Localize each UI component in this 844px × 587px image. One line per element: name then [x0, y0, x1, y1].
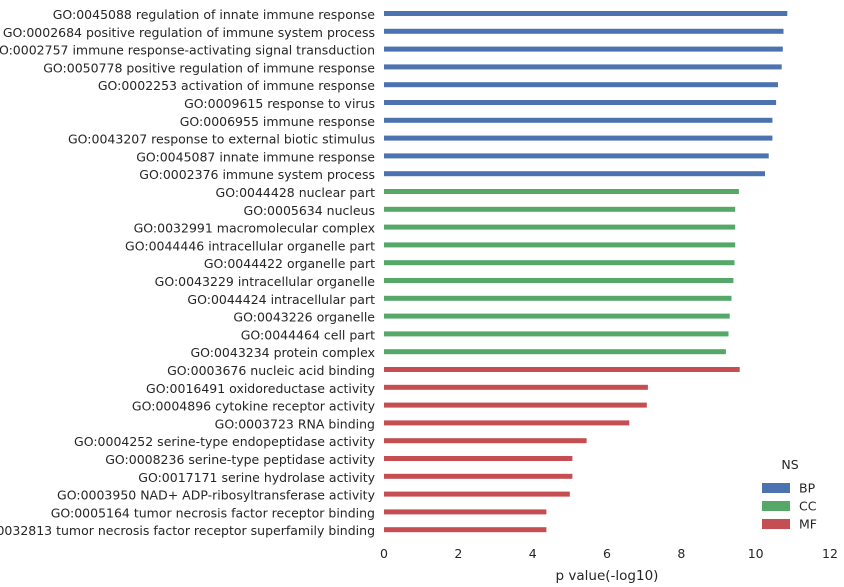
category-labels: GO:0045088 regulation of innate immune r…	[0, 7, 376, 538]
category-label: GO:0003676 nucleic acid binding	[167, 363, 375, 378]
category-label: GO:0004896 cytokine receptor activity	[132, 399, 376, 414]
x-axis-ticks: 0 2 4 6 8 10 12	[380, 546, 838, 561]
bar	[384, 313, 730, 319]
x-tick-label: 4	[529, 546, 537, 561]
legend-entry-label: BP	[799, 481, 816, 496]
bar	[384, 100, 777, 105]
bar	[384, 509, 547, 515]
category-label: GO:0006955 immune response	[180, 114, 376, 129]
legend-swatch	[762, 483, 790, 493]
bar	[384, 527, 547, 533]
category-label: GO:0050778 positive regulation of immune…	[43, 60, 375, 75]
category-label: GO:0032813 tumor necrosis factor recepto…	[0, 523, 375, 538]
bar	[384, 206, 736, 212]
category-label: GO:0003950 NAD+ ADP-ribosyltransferase a…	[57, 488, 376, 503]
category-label: GO:0045088 regulation of innate immune r…	[53, 7, 376, 22]
bar	[384, 11, 788, 16]
bar	[384, 171, 765, 177]
x-tick-label: 6	[603, 546, 611, 561]
category-label: GO:0043226 organelle	[233, 310, 375, 325]
category-label: GO:0044428 nuclear part	[216, 185, 376, 200]
category-label: GO:0003723 RNA binding	[215, 416, 375, 431]
bar	[384, 295, 732, 301]
bar	[384, 438, 587, 444]
bar	[384, 28, 784, 34]
category-label: GO:0043234 protein complex	[190, 345, 375, 360]
category-label: GO:0044422 organelle part	[204, 256, 375, 271]
x-tick-label: 0	[380, 546, 388, 561]
legend-entry-label: MF	[799, 517, 817, 532]
bar	[384, 349, 726, 355]
bar	[384, 224, 736, 230]
legend-title: NS	[781, 457, 798, 472]
category-label: GO:0002684 positive regulation of immune…	[3, 25, 375, 40]
bars-layer	[384, 11, 788, 533]
x-tick-label: 10	[748, 546, 764, 561]
bar	[384, 491, 570, 497]
category-label: GO:0005164 tumor necrosis factor recepto…	[51, 505, 375, 520]
bar	[384, 331, 729, 337]
legend-swatch	[762, 519, 790, 529]
x-tick-label: 12	[822, 546, 838, 561]
category-label: GO:0008236 serine-type peptidase activit…	[105, 452, 375, 467]
x-axis-label: p value(-log10)	[556, 568, 659, 584]
bar	[384, 153, 769, 159]
category-label: GO:0032991 macromolecular complex	[134, 221, 375, 236]
bar	[384, 242, 736, 248]
bar	[384, 278, 734, 283]
category-label: GO:0017171 serine hydrolase activity	[138, 470, 375, 485]
bar	[384, 420, 630, 426]
category-label: GO:0002376 immune system process	[139, 167, 375, 182]
bar	[384, 46, 783, 52]
category-label: GO:0002757 immune response-activating si…	[0, 43, 375, 58]
x-tick-label: 8	[677, 546, 685, 561]
category-label: GO:0009615 response to virus	[184, 96, 375, 111]
category-label: GO:0016491 oxidoreductase activity	[146, 381, 376, 396]
category-label: GO:0044464 cell part	[241, 327, 375, 342]
bar	[384, 64, 782, 70]
category-label: GO:0044446 intracellular organelle part	[125, 238, 375, 253]
x-tick-label: 2	[454, 546, 462, 561]
legend: NS BP CC MF	[762, 457, 817, 532]
bar	[384, 260, 735, 266]
category-label: GO:0043207 response to external biotic s…	[68, 132, 375, 147]
bar	[384, 135, 773, 141]
legend-swatch	[762, 501, 790, 511]
bar	[384, 473, 573, 479]
bar	[384, 367, 740, 372]
bar	[384, 384, 648, 390]
category-label: GO:0004252 serine-type endopeptidase act…	[74, 434, 376, 449]
bar	[384, 402, 647, 408]
category-label: GO:0002253 activation of immune response	[98, 78, 375, 93]
category-label: GO:0044424 intracellular part	[187, 292, 375, 307]
category-label: GO:0045087 innate immune response	[136, 149, 375, 164]
bar	[384, 189, 739, 194]
bar	[384, 117, 773, 123]
category-label: GO:0005634 nucleus	[244, 203, 375, 218]
category-label: GO:0043229 intracellular organelle	[155, 274, 376, 289]
legend-entry-label: CC	[799, 499, 817, 514]
bar	[384, 456, 573, 461]
bar	[384, 82, 778, 88]
